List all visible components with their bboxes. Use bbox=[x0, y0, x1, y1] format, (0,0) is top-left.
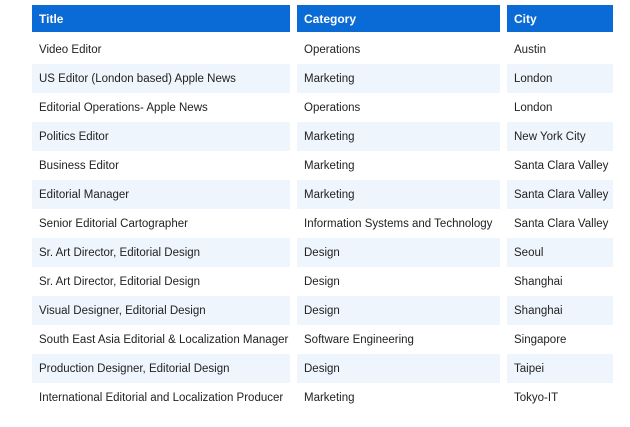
cell-title[interactable]: Senior Editorial Cartographer bbox=[39, 217, 188, 230]
cell-city: Santa Clara Valley bbox=[514, 217, 609, 230]
cell-title[interactable]: US Editor (London based) Apple News bbox=[32, 64, 290, 93]
cell-title[interactable]: Video Editor bbox=[39, 43, 102, 56]
table-row[interactable]: Business Editor Marketing Santa Clara Vall… bbox=[32, 151, 613, 180]
table-row[interactable]: Visual Designer, Editorial Design Design S… bbox=[32, 296, 613, 325]
cell-title[interactable]: Business Editor bbox=[39, 159, 119, 172]
cell-category: Marketing bbox=[297, 64, 500, 93]
cell-title[interactable]: South East Asia Editorial & Localization… bbox=[39, 333, 289, 346]
cell-category: Information Systems and Technology bbox=[304, 217, 493, 230]
cell-city: Santa Clara Valley bbox=[514, 159, 609, 172]
table-row[interactable]: US Editor (London based) Apple News Marke… bbox=[32, 64, 613, 93]
cell-city: Shanghai bbox=[514, 275, 563, 288]
column-header-city[interactable]: City bbox=[507, 5, 613, 35]
column-header-title[interactable]: Title bbox=[32, 5, 290, 35]
cell-category: Operations bbox=[304, 101, 361, 114]
table-header-row: Title Category City bbox=[32, 5, 613, 35]
cell-city: London bbox=[507, 64, 613, 93]
table-row[interactable]: South East Asia Editorial & Localization… bbox=[32, 325, 613, 354]
table-row[interactable]: Video Editor Operations Austin bbox=[32, 35, 613, 64]
cell-category: Marketing bbox=[304, 159, 355, 172]
jobs-table: Title Category City Video Editor Operatio… bbox=[25, 5, 620, 412]
cell-city: New York City bbox=[507, 122, 613, 151]
cell-category: Marketing bbox=[304, 391, 355, 404]
cell-category: Operations bbox=[304, 43, 361, 56]
cell-title[interactable]: Sr. Art Director, Editorial Design bbox=[32, 238, 290, 267]
cell-city: Singapore bbox=[514, 333, 567, 346]
table-row[interactable]: International Editorial and Localization… bbox=[32, 383, 613, 412]
cell-category: Marketing bbox=[297, 180, 500, 209]
cell-city: Seoul bbox=[507, 238, 613, 267]
table-row[interactable]: Sr. Art Director, Editorial Design Design… bbox=[32, 267, 613, 296]
table-row[interactable]: Editorial Operations- Apple News Operatio… bbox=[32, 93, 613, 122]
table-row[interactable]: Senior Editorial Cartographer Information… bbox=[32, 209, 613, 238]
cell-category: Design bbox=[297, 238, 500, 267]
table-row[interactable]: Sr. Art Director, Editorial Design Design… bbox=[32, 238, 613, 267]
cell-category: Software Engineering bbox=[304, 333, 414, 346]
cell-title[interactable]: Visual Designer, Editorial Design bbox=[32, 296, 290, 325]
cell-city: Taipei bbox=[507, 354, 613, 383]
table-row[interactable]: Politics Editor Marketing New York City bbox=[32, 122, 613, 151]
cell-city: Santa Clara Valley bbox=[507, 180, 613, 209]
cell-city: Shanghai bbox=[507, 296, 613, 325]
cell-title[interactable]: Sr. Art Director, Editorial Design bbox=[39, 275, 201, 288]
column-header-category[interactable]: Category bbox=[297, 5, 500, 35]
table-row[interactable]: Production Designer, Editorial Design Des… bbox=[32, 354, 613, 383]
table-row[interactable]: Editorial Manager Marketing Santa Clara Va… bbox=[32, 180, 613, 209]
cell-category: Design bbox=[297, 296, 500, 325]
cell-title[interactable]: Politics Editor bbox=[32, 122, 290, 151]
cell-title[interactable]: Production Designer, Editorial Design bbox=[32, 354, 290, 383]
cell-title[interactable]: Editorial Operations- Apple News bbox=[39, 101, 208, 114]
cell-title[interactable]: Editorial Manager bbox=[32, 180, 290, 209]
cell-category: Marketing bbox=[297, 122, 500, 151]
cell-category: Design bbox=[304, 275, 340, 288]
cell-category: Design bbox=[297, 354, 500, 383]
cell-city: London bbox=[514, 101, 553, 114]
cell-title[interactable]: International Editorial and Localization… bbox=[39, 391, 284, 404]
cell-city: Austin bbox=[514, 43, 546, 56]
cell-city: Tokyo-IT bbox=[514, 391, 559, 404]
